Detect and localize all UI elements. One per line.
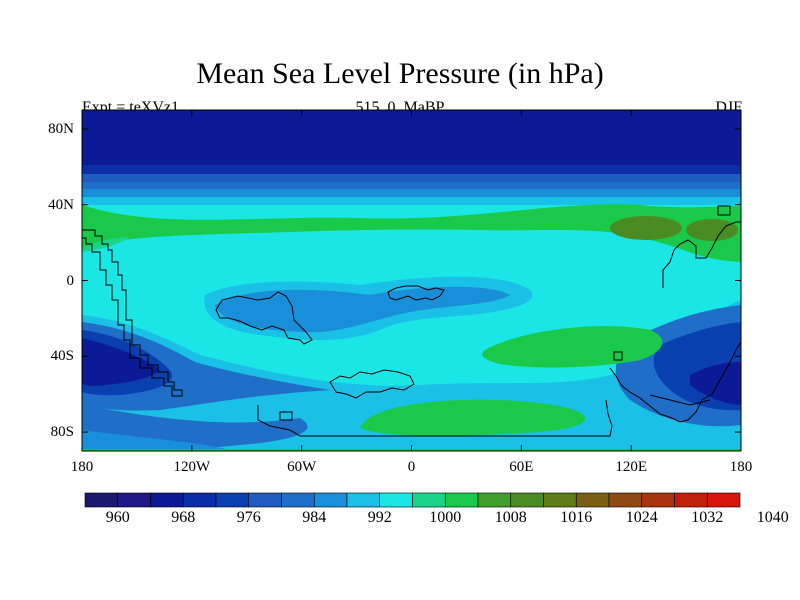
colorbar-label: 984 — [302, 509, 327, 526]
coast-southern-shelf — [649, 394, 711, 406]
y-axis-ticks — [82, 128, 741, 433]
chart-title: Mean Sea Level Pressure (in hPa) — [196, 57, 604, 90]
colorbar-swatch — [444, 492, 479, 508]
coast-southern-continent-1 — [329, 369, 415, 399]
colorbar-label: 1032 — [691, 509, 724, 526]
y-tick-label: 40N — [48, 196, 74, 213]
colorbar-swatch — [641, 492, 675, 508]
colorbar-swatch — [281, 492, 315, 508]
region-south-polar-high — [360, 399, 586, 436]
coast-polar-continent — [257, 399, 613, 437]
region-north-band-5 — [82, 197, 741, 205]
colorbar-swatch — [215, 492, 250, 508]
region-north-polar — [82, 110, 741, 170]
colorbar-swatch — [412, 492, 446, 508]
region-north-band-2 — [82, 174, 741, 183]
x-tick-label: 180 — [729, 459, 753, 475]
x-tick-label: 120W — [173, 459, 211, 475]
region-south-belt-floor — [82, 430, 230, 451]
region-north-band-1 — [82, 165, 741, 175]
colorbar-swatch — [674, 492, 708, 508]
colorbar-label: 976 — [236, 509, 261, 526]
colorbar — [84, 492, 741, 508]
colorbar-label: 968 — [171, 509, 196, 526]
region-north-high-core-2 — [686, 219, 738, 241]
x-tick-label: 180 — [70, 459, 94, 475]
colorbar-swatch — [182, 492, 217, 508]
region-north-subtropical-high — [82, 204, 741, 262]
y-tick-label: 40S — [50, 348, 74, 365]
colorbar-swatch — [117, 492, 151, 508]
colorbar-label: 1016 — [560, 509, 593, 526]
colorbar-label: 992 — [367, 509, 392, 526]
colorbar-label: 1040 — [756, 509, 789, 526]
colorbar-swatch — [608, 492, 643, 508]
colorbar-swatch — [313, 492, 348, 508]
coast-east-continent — [662, 221, 741, 288]
region-south-low-east-core — [690, 362, 741, 405]
coast-small-island — [613, 351, 623, 361]
colorbar-swatch — [84, 492, 119, 508]
coast-southern-continent-2 — [609, 341, 741, 423]
region-north-high-core-1 — [610, 216, 682, 240]
colorbar-swatch — [510, 492, 544, 508]
x-tick-label: 60E — [509, 459, 534, 475]
colorbar-swatch — [543, 492, 577, 508]
colorbar-swatch — [477, 492, 512, 508]
colorbar-swatch — [706, 492, 741, 508]
y-tick-label: 80S — [50, 424, 74, 441]
coastlines — [82, 205, 741, 437]
colorbar-label: 1000 — [429, 509, 462, 526]
region-north-band-4 — [82, 189, 741, 198]
colorbar-label: 960 — [105, 509, 130, 526]
pressure-field — [82, 110, 741, 451]
y-tick-label: 80N — [48, 120, 74, 137]
coast-east-island — [717, 205, 731, 216]
colorbar-swatch — [379, 492, 413, 508]
region-north-high-edge — [82, 237, 130, 252]
coast-tropical-island-2 — [387, 285, 445, 301]
region-south-low-west-core — [82, 338, 160, 386]
region-north-band-3 — [82, 182, 741, 190]
coast-tropical-island-1 — [215, 291, 313, 345]
x-tick-label: 120E — [615, 459, 647, 475]
x-tick-label: 60W — [287, 459, 317, 475]
x-axis-ticks — [81, 110, 742, 451]
y-tick-label: 0 — [66, 272, 75, 289]
colorbar-swatch — [248, 492, 282, 508]
colorbar-swatch — [150, 492, 184, 508]
coast-west-continent — [82, 229, 183, 397]
colorbar-swatch — [575, 492, 610, 508]
x-tick-label: 0 — [407, 459, 416, 475]
colorbar-label: 1024 — [625, 509, 658, 526]
colorbar-label: 1008 — [494, 509, 527, 526]
colorbar-swatch — [346, 492, 381, 508]
coast-polar-island — [279, 411, 293, 421]
region-south-subtropical-high — [482, 326, 663, 368]
